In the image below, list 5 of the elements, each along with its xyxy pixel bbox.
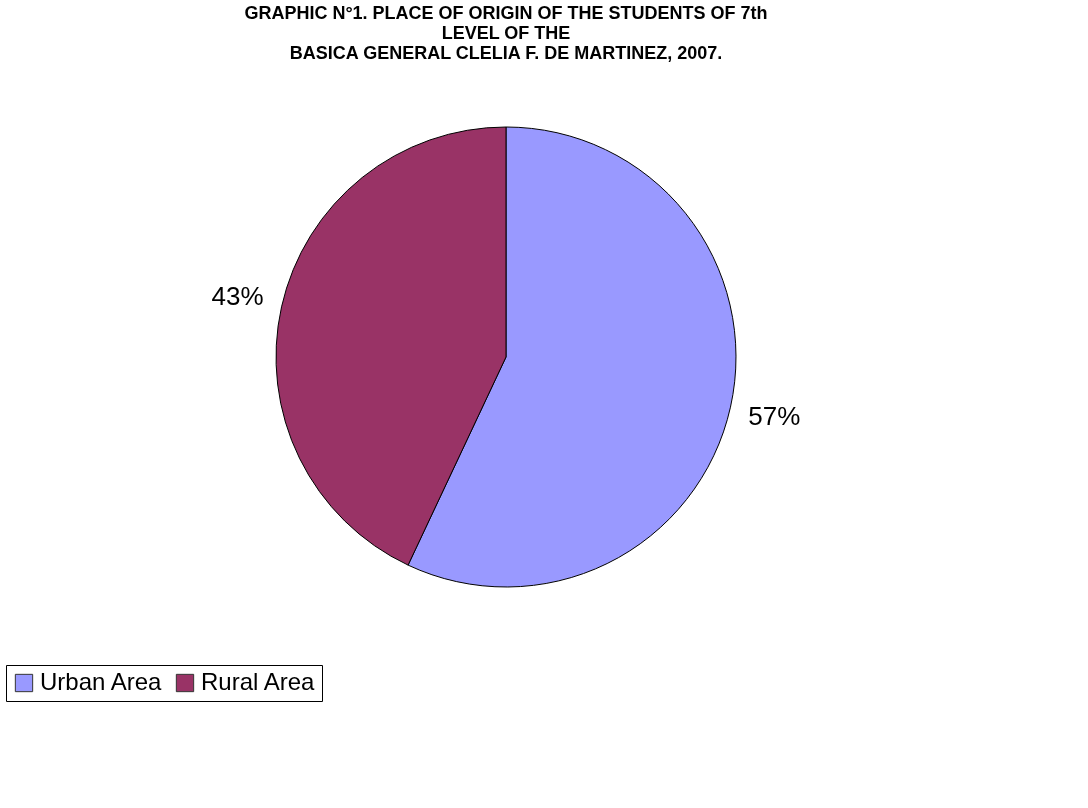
legend-label: Rural Area bbox=[201, 668, 316, 695]
legend-label: Urban Area bbox=[40, 668, 163, 695]
chart-title: GRAPHIC N°1. PLACE OF ORIGIN OF THE STUDENTS OF 7th LEVEL OF THE BASICA GENERAL CLELIA F. DE MARTINEZ, 2007. bbox=[244, 3, 768, 63]
data-label: 43% bbox=[211, 281, 264, 312]
data-label: 57% bbox=[748, 400, 801, 431]
